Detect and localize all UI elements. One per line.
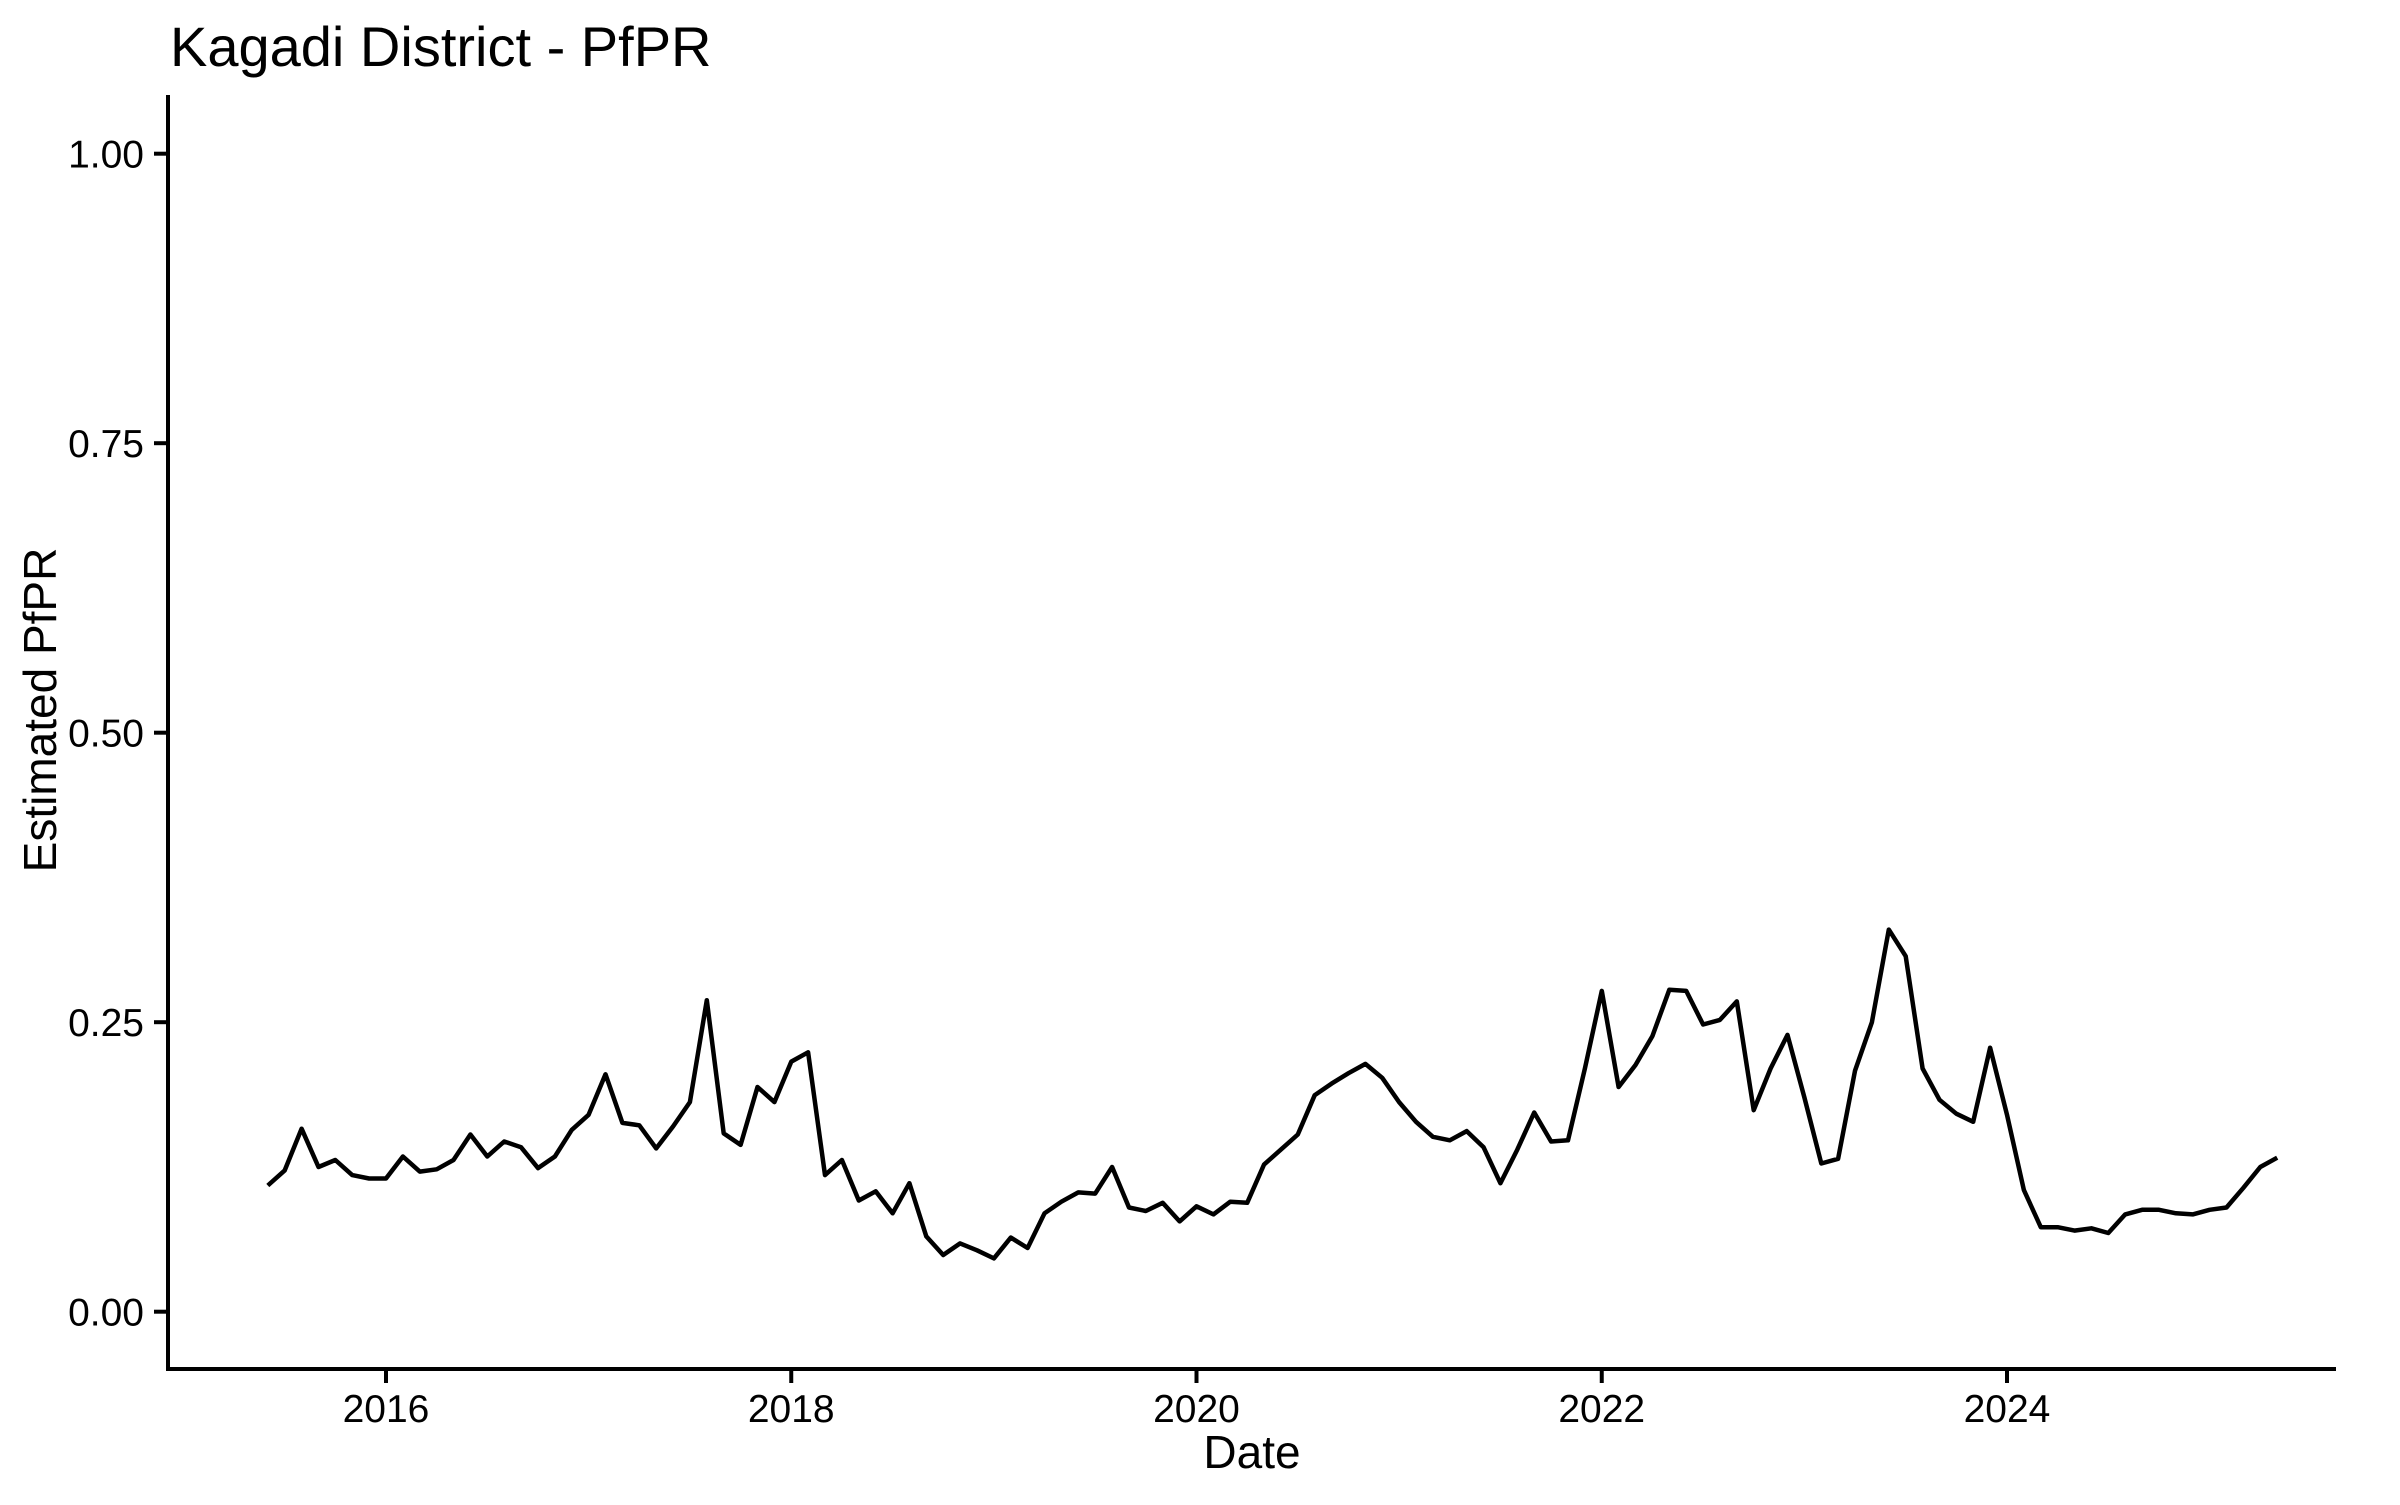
y-tick-label: 0.50 — [68, 713, 144, 756]
x-axis-ticks: 2016 2018 2020 2022 2024 — [343, 1369, 2051, 1431]
x-tick-label: 2020 — [1153, 1388, 1240, 1431]
y-tick-label: 0.75 — [68, 423, 144, 466]
chart-title: Kagadi District - PfPR — [170, 15, 712, 78]
y-axis-ticks: 0.00 0.25 0.50 0.75 1.00 — [68, 134, 168, 1335]
y-tick-label: 1.00 — [68, 134, 144, 177]
x-tick-label: 2024 — [1964, 1388, 2051, 1431]
y-tick-label: 0.25 — [68, 1002, 144, 1045]
y-axis-title: Estimated PfPR — [14, 548, 66, 873]
x-tick-label: 2022 — [1558, 1388, 1645, 1431]
x-tick-label: 2018 — [748, 1388, 835, 1431]
x-axis-title: Date — [1203, 1426, 1300, 1478]
pfpr-series-line — [266, 927, 2279, 1261]
x-tick-label: 2016 — [343, 1388, 430, 1431]
y-tick-label: 0.00 — [68, 1292, 144, 1335]
